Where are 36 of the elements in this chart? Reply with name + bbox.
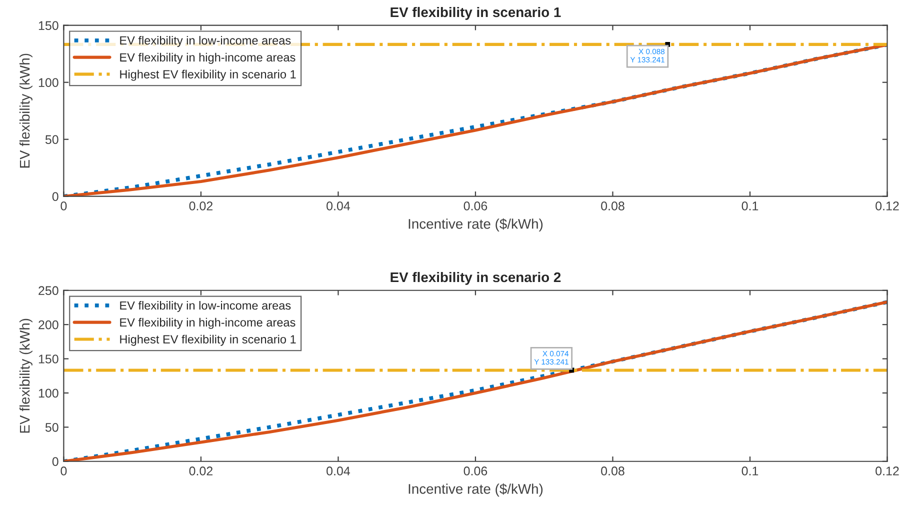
x-axis-title: Incentive rate ($/kWh) [408, 483, 543, 497]
x-tick-label: 0.12 [876, 202, 899, 210]
x-tick-label: 0.06 [464, 202, 488, 210]
chart-title: EV flexibility in scenario 1 [390, 6, 561, 20]
x-tick-label: 0.06 [464, 466, 488, 476]
legend-label: EV flexibility in low-income areas [120, 301, 291, 312]
x-tick-label: 0.08 [601, 466, 624, 476]
y-tick-label: 150 [38, 21, 58, 30]
y-tick-label: 50 [45, 422, 58, 432]
x-tick-label: 0.02 [189, 202, 212, 210]
x-tick-label: 0.12 [876, 466, 899, 476]
x-tick-label: 0.04 [326, 466, 350, 476]
legend-label: Highest EV flexibility in scenario 1 [120, 334, 296, 346]
y-tick-label: 100 [38, 388, 58, 398]
legend-label: EV flexibility in low-income areas [120, 36, 291, 47]
chart-title: EV flexibility in scenario 2 [390, 272, 561, 285]
y-tick-label: 150 [38, 354, 58, 364]
y-tick-label: 100 [38, 78, 58, 87]
x-tick-label: 0.1 [742, 202, 758, 210]
legend-label: EV flexibility in high-income areas [120, 52, 296, 64]
y-axis-title: EV flexibility (kWh) [19, 318, 32, 433]
x-tick-label: 0 [60, 466, 67, 476]
x-axis-title: Incentive rate ($/kWh) [408, 218, 543, 232]
y-tick-label: 250 [38, 286, 58, 296]
x-tick-label: 0.02 [189, 466, 212, 476]
x-tick-label: 0.1 [742, 466, 758, 476]
y-tick-label: 0 [52, 457, 58, 466]
legend-label: Highest EV flexibility in scenario 1 [120, 70, 296, 81]
y-tick-label: 50 [45, 135, 58, 144]
x-tick-label: 0.08 [601, 202, 624, 210]
y-tick-label: 0 [52, 192, 58, 201]
x-tick-label: 0.04 [326, 202, 350, 210]
y-axis-title: EV flexibility (kWh) [19, 54, 32, 168]
legend-label: EV flexibility in high-income areas [120, 318, 296, 329]
y-tick-label: 200 [38, 320, 58, 330]
x-tick-label: 0 [60, 202, 67, 210]
